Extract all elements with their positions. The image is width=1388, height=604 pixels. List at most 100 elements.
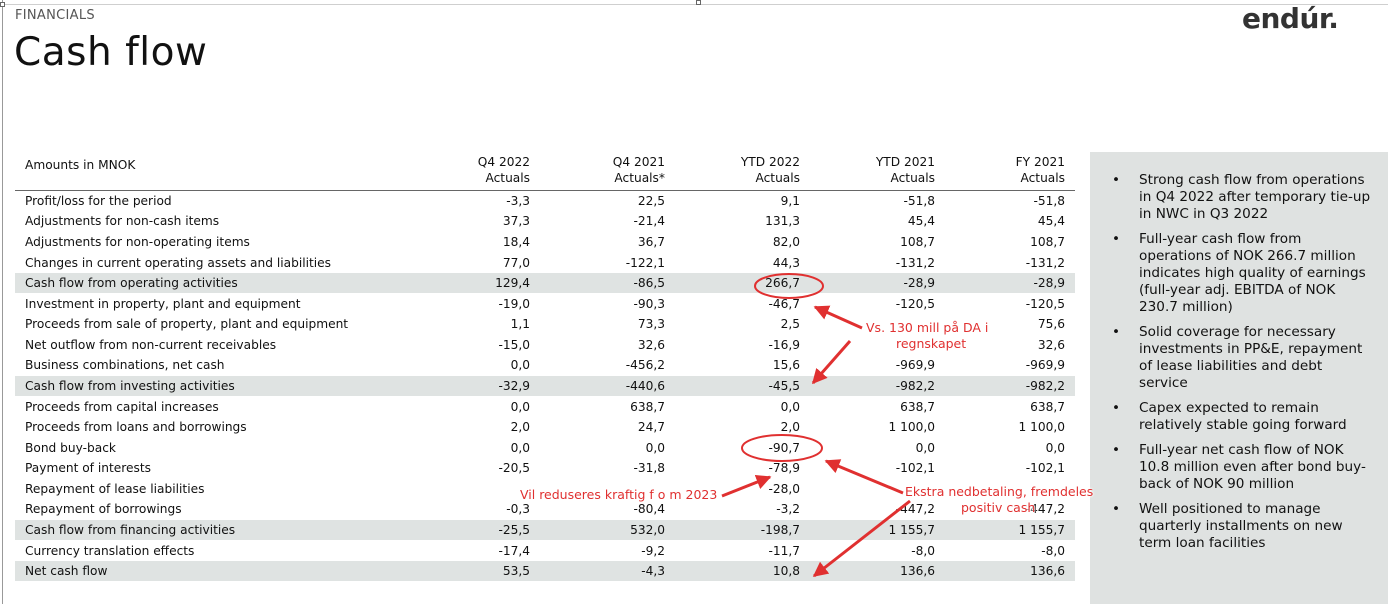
cell-value: 638,7: [1030, 399, 1065, 414]
cell-value: 136,6: [810, 560, 945, 582]
cell-value: 638,7: [900, 399, 935, 414]
cell-value: 129,4: [400, 272, 540, 294]
cell-value: -8,0: [1041, 543, 1065, 558]
key-point: • Capex expected to remain relatively sta…: [1112, 400, 1374, 434]
table-subtotal-row: Cash flow from financing activities -25,5…: [15, 519, 1075, 541]
slide-left-border: [2, 0, 3, 604]
cell-value: 37,3: [502, 214, 530, 229]
table-row: Profit/loss for the period -3,3 22,5 9,1 -51…: [15, 191, 1075, 212]
column-header-line2: Actuals*: [614, 171, 665, 185]
cell-value: -46,7: [768, 296, 800, 311]
table-subtotal-row: Net cash flow 53,5 -4,3 10,8 136,6 136,6: [15, 560, 1075, 582]
cell-value: 2,5: [780, 317, 800, 332]
row-label: Proceeds from loans and borrowings: [25, 420, 247, 435]
row-label: Business combinations, net cash: [25, 358, 225, 373]
annotation-depreciation: Vs. 130 mill på DA i regnskapet: [866, 320, 988, 352]
cell-value: -198,7: [675, 519, 810, 541]
cell-value: -20,5: [498, 461, 530, 476]
table-row: Adjustments for non-operating items 18,4 3…: [15, 232, 1075, 253]
bullet-icon: •: [1112, 501, 1121, 517]
row-label: Repayment of lease liabilities: [25, 481, 205, 496]
key-point: • Strong cash flow from operations in Q4 …: [1112, 172, 1374, 223]
resize-handle[interactable]: [0, 2, 5, 7]
cell-value: -86,5: [540, 272, 675, 294]
cell-value: -16,9: [768, 337, 800, 352]
table-body: Profit/loss for the period -3,3 22,5 9,1 -51…: [15, 191, 1075, 582]
cell-value: -102,1: [895, 461, 935, 476]
cell-value: -0,3: [506, 502, 530, 517]
table-row: Net outflow from non-current receivables…: [15, 335, 1075, 356]
table-row: Adjustments for non-cash items 37,3 -21,4 1…: [15, 211, 1075, 232]
cell-value: -17,4: [498, 543, 530, 558]
cell-value: -440,6: [540, 375, 675, 397]
cell-value: -51,8: [903, 194, 935, 209]
resize-handle[interactable]: [696, 0, 701, 5]
table-subtotal-row: Cash flow from investing activities -32,9…: [15, 375, 1075, 397]
table-row: Currency translation effects -17,4 -9,2 -11…: [15, 540, 1075, 561]
column-header-line2: Actuals: [890, 171, 935, 185]
table-row: Payment of interests -20,5 -31,8 -78,9 -102,…: [15, 458, 1075, 479]
column-header-line1: Q4 2021: [612, 155, 665, 169]
cell-value: 45,4: [907, 214, 935, 229]
bullet-icon: •: [1112, 400, 1121, 416]
cell-value: -28,9: [945, 272, 1075, 294]
cell-value: -45,5: [675, 375, 810, 397]
row-label: Net cash flow: [15, 560, 400, 582]
column-header-line1: Amounts in MNOK: [25, 158, 136, 172]
column-header-line1: YTD 2021: [875, 155, 935, 169]
cell-value: -8,0: [911, 543, 935, 558]
cell-value: -447,2: [1025, 502, 1065, 517]
row-label: Proceeds from capital increases: [25, 399, 219, 414]
table-row: Bond buy-back 0,0 0,0 -90,7 0,0 0,0: [15, 437, 1075, 458]
cell-value: 136,6: [945, 560, 1075, 582]
key-point-text: Well positioned to manage quarterly inst…: [1139, 501, 1343, 551]
cell-value: -11,7: [768, 543, 800, 558]
cell-value: -120,5: [895, 296, 935, 311]
key-point: • Solid coverage for necessary investment…: [1112, 324, 1374, 392]
cell-value: 1,1: [510, 317, 530, 332]
cell-value: 0,0: [510, 440, 530, 455]
cell-value: 1 155,7: [810, 519, 945, 541]
row-label: Cash flow from operating activities: [15, 272, 400, 294]
cash-flow-table: Amounts in MNOK Q4 2022 Actuals Q4 2021 Actu…: [15, 154, 1075, 582]
cell-value: 18,4: [502, 234, 530, 249]
company-logo: endúr.: [1242, 2, 1339, 35]
cell-value: 0,0: [780, 399, 800, 414]
row-label: Currency translation effects: [25, 543, 195, 558]
cell-value: -982,2: [945, 375, 1075, 397]
key-point-text: Capex expected to remain relatively stab…: [1139, 400, 1347, 433]
annotation-extra-repayment: Ekstra nedbetaling, fremdeles positiv ca…: [905, 484, 1093, 516]
key-point-text: Full-year net cash flow of NOK 10.8 mill…: [1139, 442, 1366, 492]
cell-value: -51,8: [1033, 194, 1065, 209]
cell-value: 32,6: [637, 337, 665, 352]
bullet-icon: •: [1112, 324, 1121, 340]
cell-value: -32,9: [400, 375, 540, 397]
column-header: Q4 2022 Actuals: [400, 154, 540, 191]
cell-value: -78,9: [768, 461, 800, 476]
row-label: Profit/loss for the period: [25, 194, 172, 209]
bullet-icon: •: [1112, 172, 1121, 188]
cell-value: 266,7: [675, 272, 810, 294]
cell-value: -131,2: [895, 255, 935, 270]
column-header: Q4 2021 Actuals*: [540, 154, 675, 191]
cell-value: 0,0: [510, 399, 530, 414]
cell-value: 77,0: [502, 255, 530, 270]
cell-value: 2,0: [780, 420, 800, 435]
annotation-depreciation-line1: Vs. 130 mill på DA i: [866, 320, 989, 335]
cell-value: -80,4: [633, 502, 665, 517]
cell-value: 0,0: [510, 358, 530, 373]
cell-value: -3,2: [776, 502, 800, 517]
table-row: Investment in property, plant and equipm…: [15, 293, 1075, 314]
cell-value: 2,0: [510, 420, 530, 435]
column-header: YTD 2022 Actuals: [675, 154, 810, 191]
cell-value: -969,9: [895, 358, 935, 373]
cell-value: 10,8: [675, 560, 810, 582]
row-label: Adjustments for non-cash items: [25, 214, 220, 229]
cell-value: 24,7: [637, 420, 665, 435]
column-header-line1: YTD 2022: [740, 155, 800, 169]
cell-value: -15,0: [498, 337, 530, 352]
key-point-text: Solid coverage for necessary investments…: [1139, 324, 1363, 391]
bullet-icon: •: [1112, 231, 1121, 247]
cell-value: 1 155,7: [945, 519, 1075, 541]
row-label: Repayment of borrowings: [25, 502, 182, 517]
